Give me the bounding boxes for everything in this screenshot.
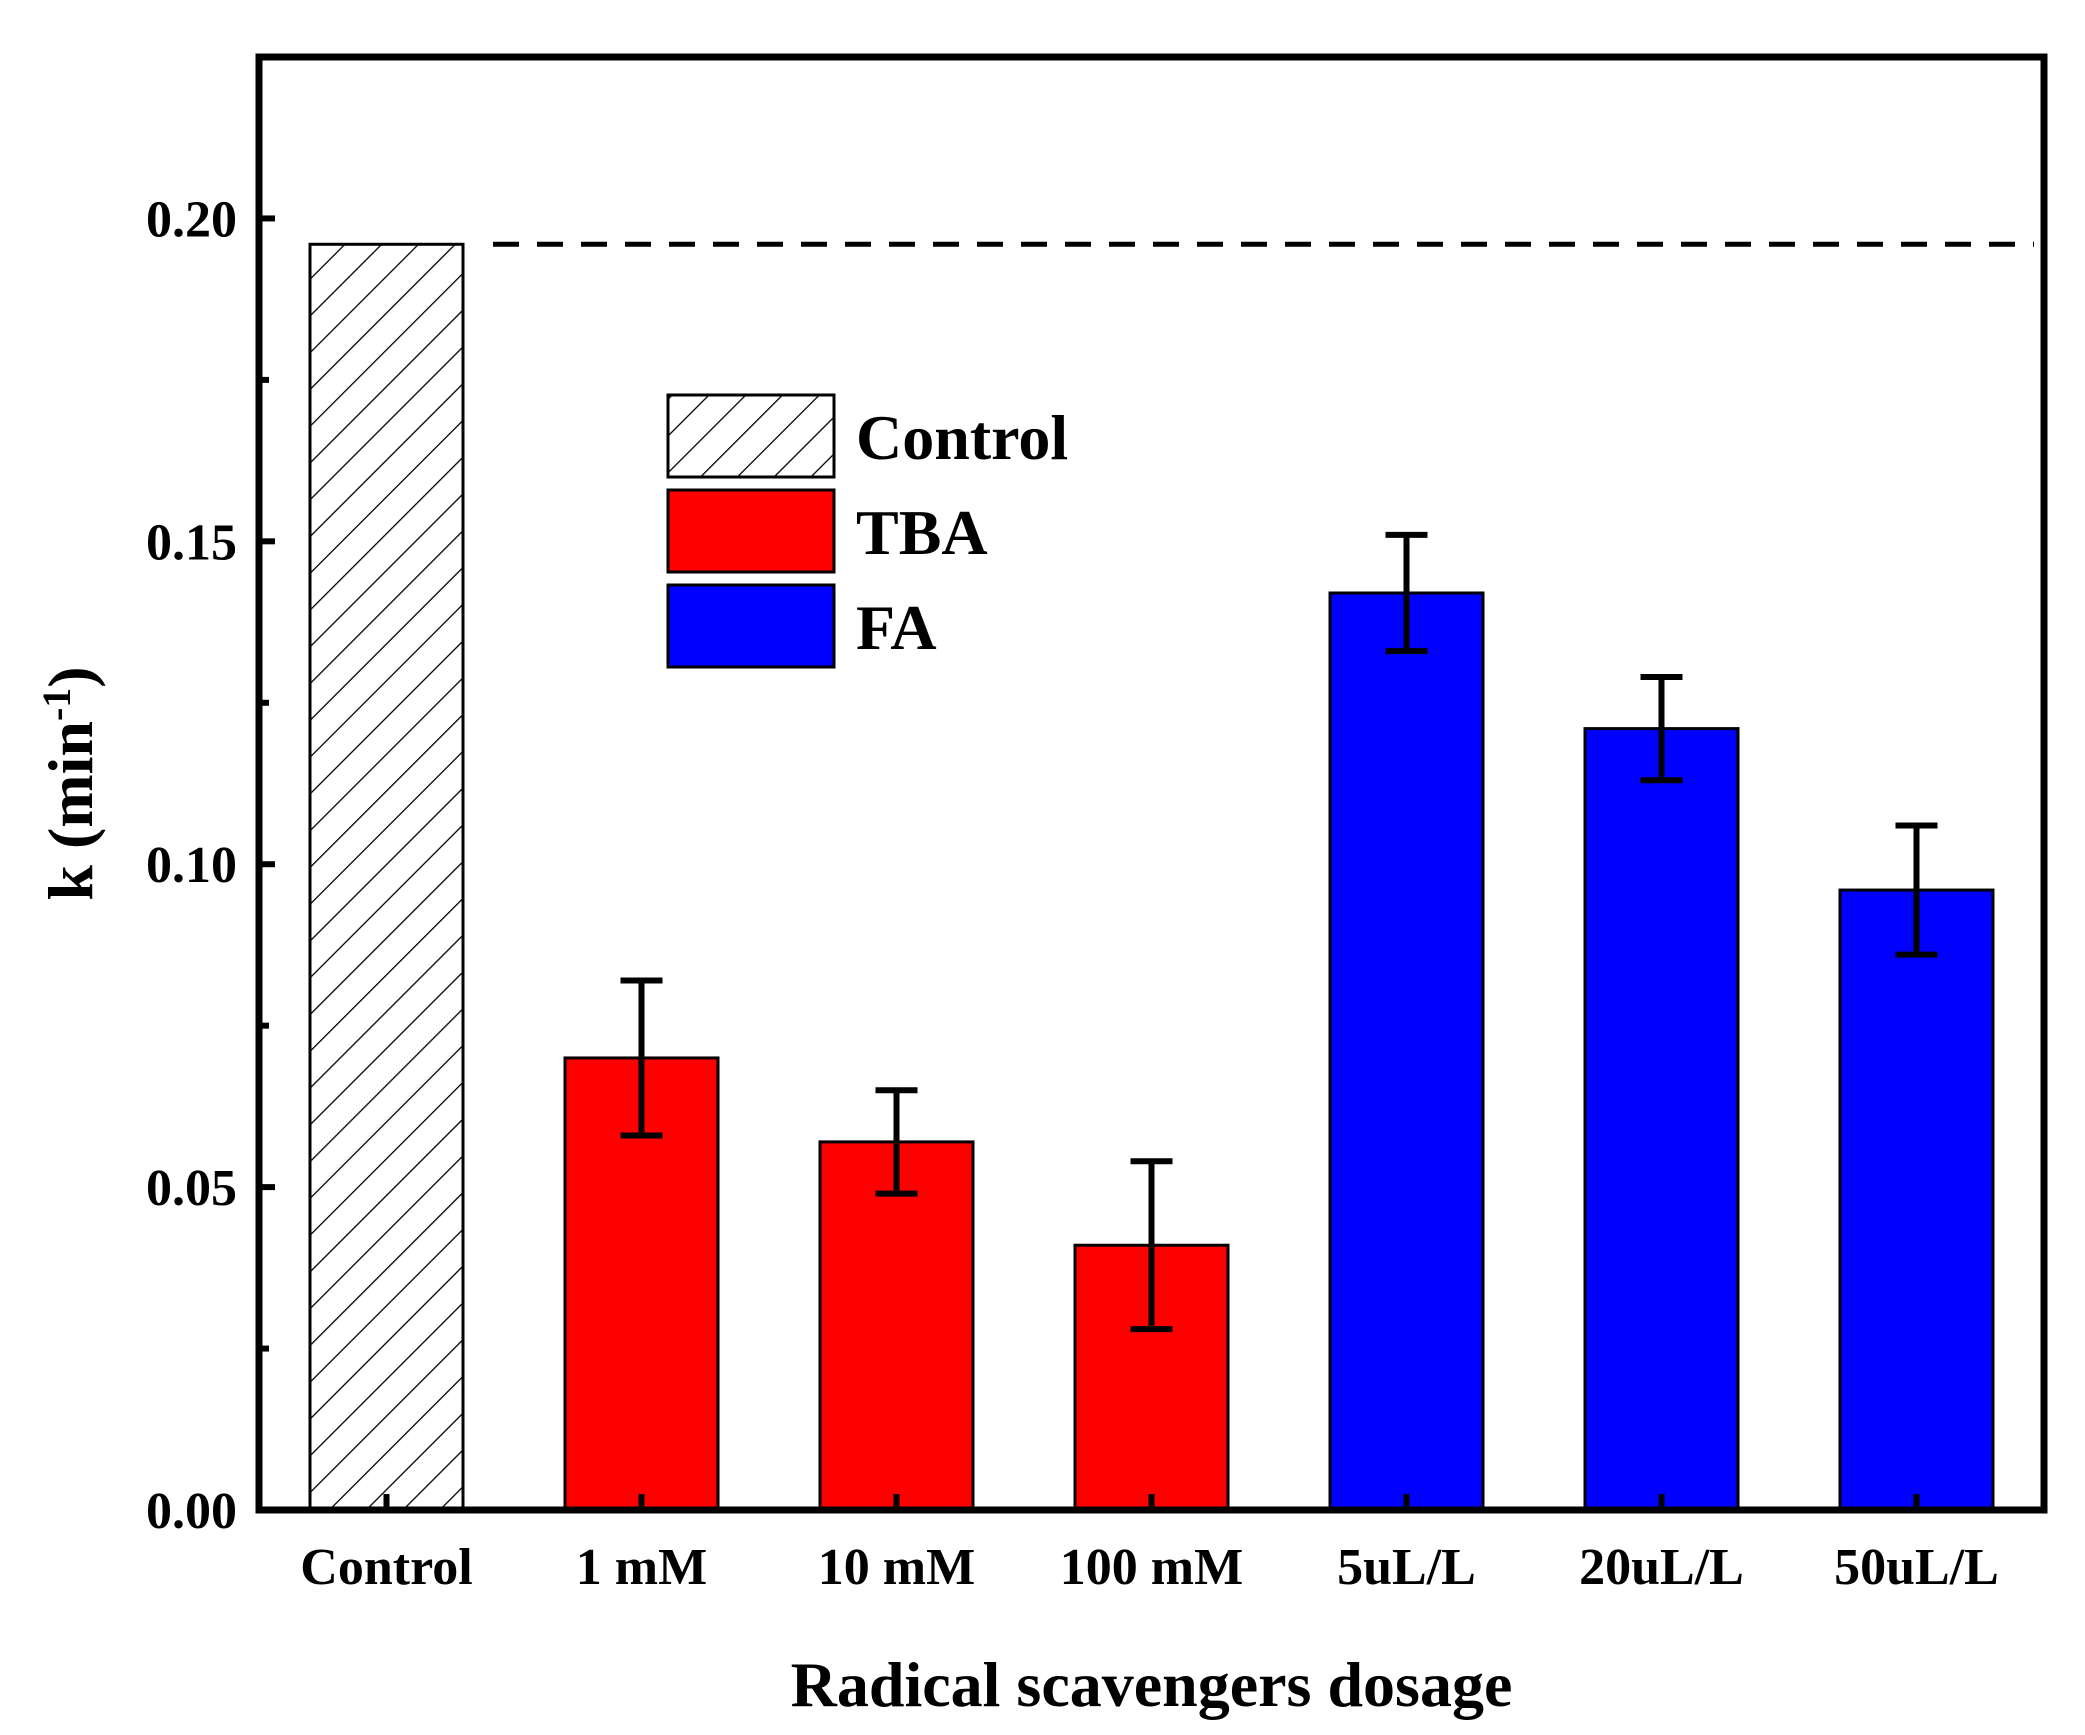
bar-10-mm [818, 1140, 975, 1512]
y-axis-title: k (min-1) [34, 666, 107, 900]
y-tick-label: 0.00 [146, 1483, 237, 1540]
y-tick-label: 0.15 [146, 514, 237, 571]
legend-label: FA [856, 592, 937, 663]
legend-label: TBA [856, 497, 988, 568]
bar-5ul-l [1328, 591, 1485, 1512]
error-bar-10-mm [875, 1087, 918, 1197]
legend-item-tba: TBA [666, 488, 988, 574]
y-tick-label: 0.20 [146, 191, 237, 248]
bars [308, 242, 1995, 1512]
legend-item-control: Control [666, 393, 1068, 479]
error-bar-20ul-l [1640, 673, 1683, 784]
x-tick-label: Control [300, 1539, 472, 1596]
bar-control [308, 242, 465, 1512]
x-tick-label: 1 mM [576, 1539, 707, 1596]
y-axis-title-close: ) [35, 666, 106, 687]
x-tick-label: 50uL/L [1834, 1539, 1999, 1596]
y-axis-ticks: 0.00 0.05 0.10 0.15 0.20 [146, 191, 275, 1540]
legend-item-fa: FA [666, 583, 937, 669]
y-tick-label: 0.10 [146, 837, 237, 894]
x-axis-ticks: Control 1 mM 10 mM 100 mM 5uL/L 20uL/L 50uL/L [300, 1494, 1999, 1596]
x-tick-label: 10 mM [818, 1539, 975, 1596]
error-bar-5ul-l [1385, 531, 1428, 655]
x-tick-label: 5uL/L [1337, 1539, 1476, 1596]
error-bar-100-mm [1130, 1158, 1173, 1333]
x-axis-title: Radical scavengers dosage [791, 1649, 1513, 1720]
y-axis-title-main: k (min [35, 721, 106, 901]
bar-50ul-l [1838, 888, 1995, 1512]
legend-swatch [666, 393, 836, 479]
x-tick-label: 100 mM [1060, 1539, 1243, 1596]
legend: Control TBA FA [666, 393, 1068, 669]
bar-20ul-l [1583, 727, 1740, 1512]
legend-swatch [666, 583, 836, 669]
legend-label: Control [856, 402, 1068, 473]
legend-swatch [666, 488, 836, 574]
y-tick-label: 0.05 [146, 1160, 237, 1217]
x-tick-label: 20uL/L [1579, 1539, 1744, 1596]
error-bar-1-mm [620, 977, 663, 1139]
y-axis-title-superscript: -1 [34, 688, 79, 721]
error-bar-50ul-l [1895, 822, 1938, 958]
error-bars [620, 531, 1938, 1333]
